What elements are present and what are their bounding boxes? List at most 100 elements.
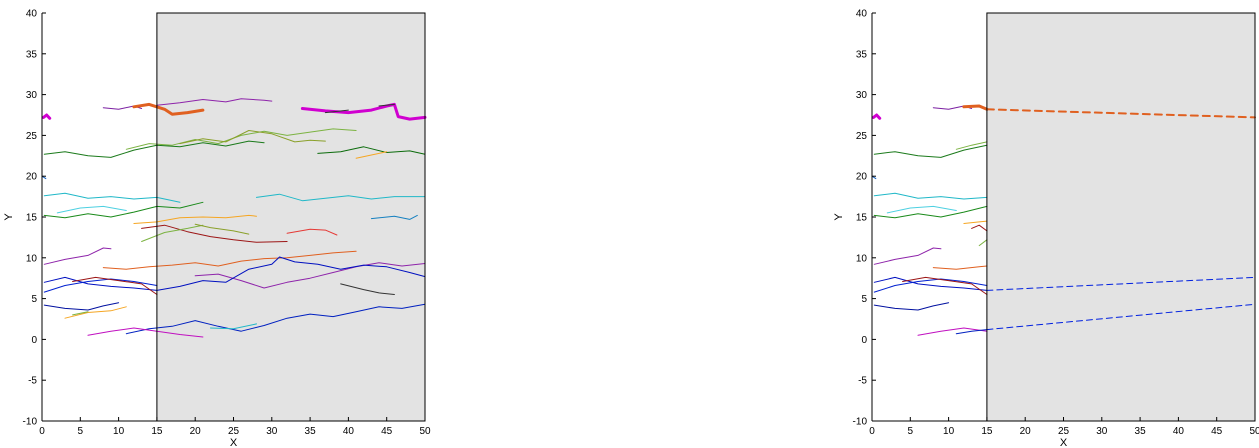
trajectory-27 bbox=[43, 278, 158, 293]
x-tick-label: 40 bbox=[343, 426, 355, 437]
x-tick-label: 20 bbox=[1020, 426, 1032, 437]
trajectory-31 bbox=[64, 306, 127, 319]
x-tick-label: 35 bbox=[1135, 426, 1147, 437]
y-tick-label: 20 bbox=[26, 172, 38, 183]
trajectory-7 bbox=[873, 192, 988, 200]
x-tick-label: 0 bbox=[39, 426, 45, 437]
trajectory-32 bbox=[72, 311, 89, 316]
trajectory-23 bbox=[43, 247, 112, 265]
x-tick-label: 30 bbox=[266, 426, 278, 437]
y-tick-label: 30 bbox=[26, 90, 38, 101]
trajectory-13 bbox=[873, 247, 942, 265]
trajectory-4 bbox=[156, 98, 273, 106]
trajectory-35 bbox=[210, 323, 257, 330]
extrapolated-trajectory-22 bbox=[986, 303, 1256, 331]
y-tick-label: 40 bbox=[26, 9, 38, 20]
y-tick-label: -10 bbox=[23, 417, 38, 428]
extrapolated-trajectory-21 bbox=[986, 276, 1256, 291]
trajectory-14 bbox=[932, 265, 988, 270]
x-axis-label: X bbox=[1060, 437, 1068, 448]
trajectory-30 bbox=[43, 302, 120, 311]
x-tick-label: 45 bbox=[1211, 426, 1223, 437]
y-tick-label: 5 bbox=[31, 294, 37, 305]
trajectory-3 bbox=[132, 102, 205, 116]
extrapolated-trajectory-4 bbox=[985, 108, 1256, 119]
left-panel: 0 5 10 15 20 25 30 35 40 45 50 -10 -5 0 5 10 15 20 25 30 35 4… bbox=[3, 9, 431, 448]
trajectory-3 bbox=[962, 104, 989, 111]
y-tick-label: 0 bbox=[861, 335, 867, 346]
trajectory-6 bbox=[324, 109, 349, 114]
x-tick-label: 50 bbox=[419, 426, 431, 437]
trajectory-7 bbox=[378, 103, 395, 107]
trajectory-18 bbox=[873, 302, 950, 311]
y-tick-label: 35 bbox=[26, 49, 38, 60]
trajectory-15 bbox=[873, 276, 988, 291]
trajectory-12 bbox=[978, 239, 988, 247]
y-tick-label: -5 bbox=[28, 376, 37, 387]
trajectory-17 bbox=[370, 214, 418, 220]
trajectory-17 bbox=[902, 276, 988, 295]
x-tick-label: 20 bbox=[190, 426, 202, 437]
trajectory-5 bbox=[955, 141, 988, 150]
x-tick-label: 10 bbox=[943, 426, 955, 437]
trajectory-21 bbox=[194, 223, 250, 235]
trajectory-10 bbox=[971, 224, 988, 232]
x-tick-label: 40 bbox=[1173, 426, 1185, 437]
y-tick-label: 0 bbox=[31, 335, 37, 346]
y-tick-label: 15 bbox=[856, 213, 868, 224]
trajectory-8 bbox=[125, 128, 357, 150]
right-panel: 0 5 10 15 20 25 30 35 40 45 50 -10 -5 0 5 10 15 20 25 30 35 4… bbox=[833, 9, 1259, 448]
trajectory-29 bbox=[340, 283, 395, 295]
y-tick-label: 5 bbox=[861, 294, 867, 305]
y-tick-label: 15 bbox=[26, 213, 38, 224]
y-tick-label: 30 bbox=[856, 90, 868, 101]
x-tick-label: 50 bbox=[1249, 426, 1259, 437]
trajectory-20 bbox=[955, 329, 988, 335]
y-tick-label: -5 bbox=[858, 376, 867, 387]
trajectory-28 bbox=[72, 276, 158, 295]
x-tick-label: 10 bbox=[113, 426, 125, 437]
x-tick-label: 25 bbox=[1058, 426, 1070, 437]
y-tick-label: 25 bbox=[856, 131, 868, 142]
x-axis-label: X bbox=[230, 437, 238, 448]
trajectory-12 bbox=[355, 151, 388, 159]
trajectory-11 bbox=[317, 146, 426, 155]
y-tick-label: 35 bbox=[856, 49, 868, 60]
y-axis-label: Y bbox=[833, 213, 845, 221]
y-axis-label: Y bbox=[3, 213, 15, 221]
trajectory-26 bbox=[43, 256, 426, 291]
x-tick-label: 25 bbox=[228, 426, 240, 437]
x-tick-label: 35 bbox=[305, 426, 317, 437]
x-tick-label: 45 bbox=[381, 426, 393, 437]
trajectory-9 bbox=[179, 130, 326, 145]
trajectory-0 bbox=[42, 113, 52, 120]
y-tick-label: 10 bbox=[856, 253, 868, 264]
x-tick-label: 5 bbox=[908, 426, 914, 437]
trajectory-24 bbox=[102, 250, 357, 270]
trajectory-14 bbox=[256, 193, 426, 202]
trajectory-0 bbox=[872, 113, 882, 120]
y-tick-label: 10 bbox=[26, 253, 38, 264]
x-tick-label: 15 bbox=[981, 426, 993, 437]
y-tick-label: 40 bbox=[856, 9, 868, 20]
x-tick-label: 30 bbox=[1096, 426, 1108, 437]
trajectory-11 bbox=[963, 220, 988, 224]
y-tick-label: 20 bbox=[856, 172, 868, 183]
y-tick-label: 25 bbox=[26, 131, 38, 142]
trajectory-15 bbox=[56, 205, 127, 214]
trajectory-8 bbox=[886, 205, 957, 214]
trajectory-34 bbox=[87, 327, 204, 338]
trajectory-18 bbox=[141, 224, 288, 243]
trajectory-16 bbox=[43, 201, 204, 219]
trajectory-19 bbox=[917, 327, 988, 336]
trajectory-33 bbox=[125, 303, 426, 335]
trajectory-20 bbox=[141, 224, 204, 242]
x-tick-label: 15 bbox=[151, 426, 163, 437]
y-tick-label: -10 bbox=[853, 417, 868, 428]
shaded-region bbox=[986, 13, 1255, 421]
x-tick-label: 5 bbox=[78, 426, 84, 437]
trajectory-16 bbox=[873, 278, 988, 293]
x-tick-label: 0 bbox=[869, 426, 875, 437]
trajectory-22 bbox=[286, 228, 338, 236]
